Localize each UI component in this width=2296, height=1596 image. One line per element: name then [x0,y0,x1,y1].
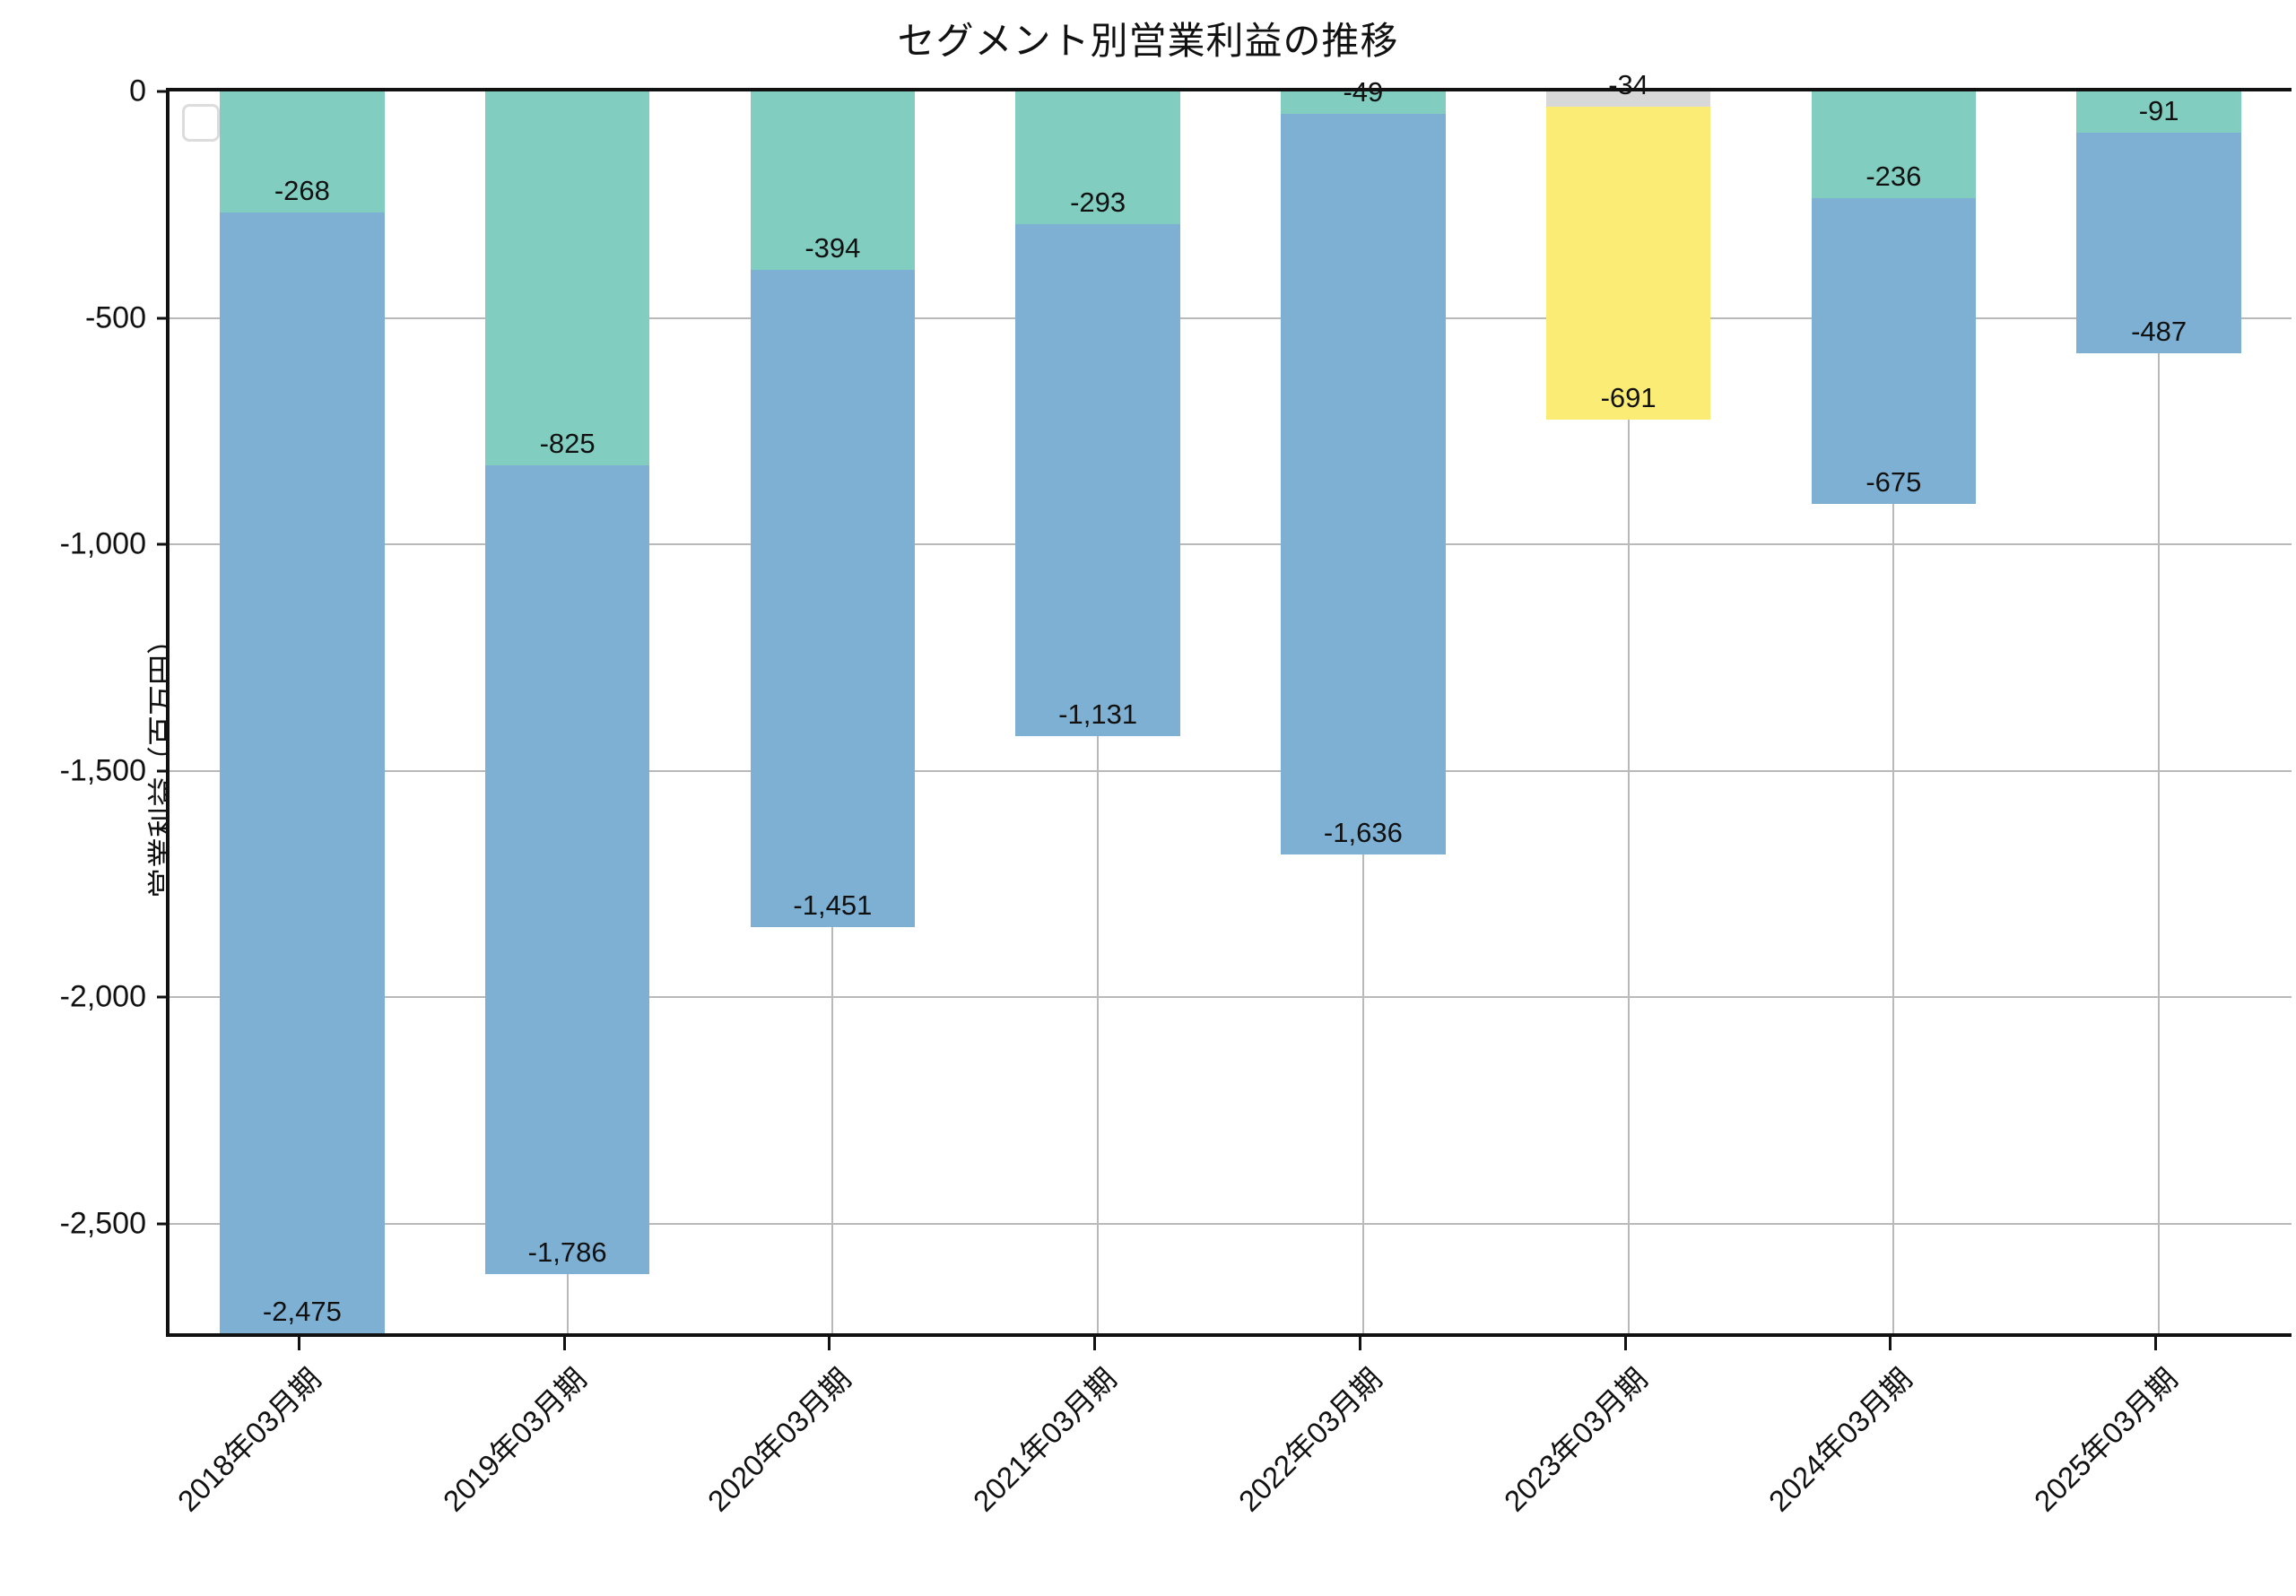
x-axis-tick-label: 2020年03月期 [701,1361,858,1518]
bar-segment[interactable] [1811,198,1977,505]
gridline-horizontal [170,1222,2292,1225]
bar-segment[interactable] [484,464,650,1274]
y-axis-tick-mark [157,90,170,93]
bar-segment[interactable] [484,91,650,465]
gridline-horizontal [170,543,2292,546]
y-axis-tick-label: -1,500 [59,753,146,788]
x-axis-tick-label: 2025年03月期 [2027,1361,2184,1518]
page-title: セグメント別営業利益の推移 [897,20,1399,62]
y-axis-tick-label: 0 [129,74,146,108]
bar-segment[interactable] [750,270,916,927]
legend-box[interactable] [182,104,220,142]
bar-segment[interactable] [220,213,385,1334]
y-axis-tick-label: -500 [84,300,146,335]
bar-segment[interactable] [2076,132,2241,353]
y-axis-tick-mark [157,1222,170,1226]
plot-inner: -268 -2,475 -825 -1,786 -394 -1,451 -293 -1,131… [157,69,2292,1334]
y-axis-tick-mark [157,995,170,999]
x-axis-tick-mark [1623,1337,1627,1350]
x-axis-tick-label: 2019年03月期 [436,1361,593,1518]
plot-area: -268 -2,475 -825 -1,786 -394 -1,451 -293 -1,131… [157,69,2292,1337]
bar-group[interactable]: -34 -691 [1545,69,1711,1333]
bar-segment[interactable] [1015,91,1180,224]
y-axis-tick-label: -2,500 [59,1206,146,1241]
bar-segment[interactable] [220,91,385,213]
bar-group[interactable]: -49 -1,636 [1281,76,1446,1333]
x-axis-tick-label: 2018年03月期 [170,1361,327,1518]
gridline-vertical [1892,91,1895,1333]
bar-segment[interactable] [750,91,916,270]
bar-segment[interactable] [2076,91,2241,133]
gridline-vertical [1627,91,1630,1333]
y-axis-tick-mark [157,542,170,546]
x-axis-tick-mark [2154,1337,2158,1350]
bar-segment[interactable] [1281,113,1446,855]
bar-group[interactable]: -293 -1,131 [1015,91,1180,1333]
bar-group[interactable]: -825 -1,786 [484,91,650,1333]
x-axis-tick-mark [1358,1337,1361,1350]
bar-group[interactable]: -268 -2,475 [220,91,385,1334]
bar-group[interactable]: -91 -487 [2076,91,2241,1333]
x-axis-tick-label: 2024年03月期 [1762,1361,1919,1518]
x-axis: 2018年03月期 2019年03月期 2020年03月期 2021年03月期 2022… [166,1337,2292,1522]
bar-group[interactable]: -236 -675 [1811,91,1977,1333]
x-axis-tick-label: 2021年03月期 [966,1361,1123,1518]
chart-figure: セグメント別営業利益の推移 営業利益（百万円） -268 -2,475 -825 -1… [59,20,2292,1522]
y-axis-tick-label: -1,000 [59,526,146,561]
gridline-vertical [2158,91,2161,1333]
gridline-horizontal [170,769,2292,772]
x-axis-tick-label: 2023年03月期 [1497,1361,1654,1518]
y-axis-tick-label: -2,000 [59,979,146,1014]
gridline-horizontal [170,996,2292,999]
bar-segment[interactable] [1811,91,1977,199]
bar-segment[interactable] [1015,223,1180,737]
x-axis-tick-label: 2022年03月期 [1231,1361,1388,1518]
x-axis-tick-mark [1093,1337,1097,1350]
x-axis-tick-mark [1889,1337,1892,1350]
bar-segment[interactable] [1281,91,1446,114]
gridline-horizontal [170,317,2292,319]
x-axis-tick-mark [828,1337,831,1350]
y-axis-tick-mark [157,317,170,320]
y-axis-tick-mark [157,769,170,773]
bar-group[interactable]: -394 -1,451 [750,91,916,1333]
bar-segment[interactable] [1545,91,1711,108]
x-axis-tick-mark [297,1337,300,1350]
x-axis-tick-mark [562,1337,566,1350]
bar-segment[interactable] [1545,107,1711,421]
